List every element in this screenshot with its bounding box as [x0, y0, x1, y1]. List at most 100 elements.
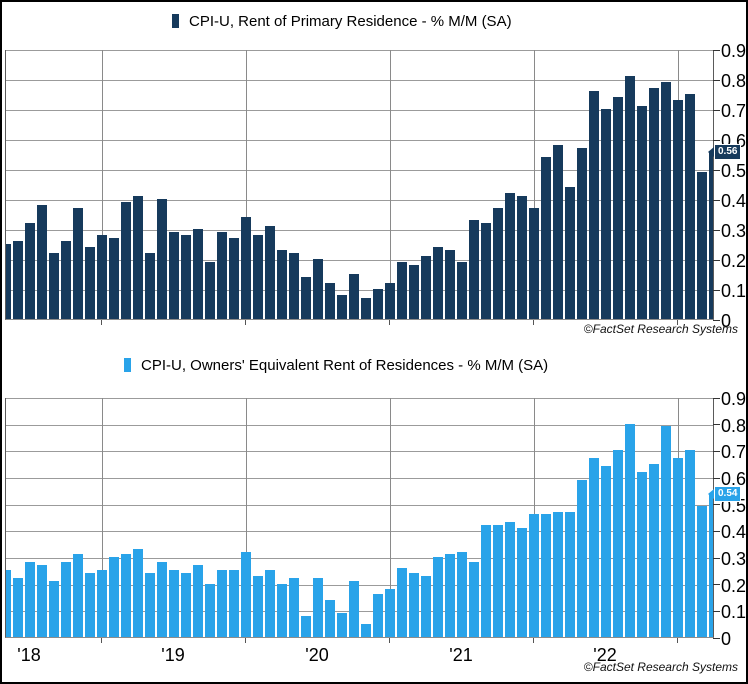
gridline [6, 504, 713, 506]
bar [601, 109, 611, 319]
bar [61, 562, 71, 637]
bar [157, 562, 167, 637]
year-tick-mark [245, 320, 246, 325]
y-tick-mark [713, 397, 720, 399]
gridline [6, 230, 713, 231]
bar [13, 578, 23, 637]
bar [121, 554, 131, 637]
year-tick-mark [101, 320, 102, 325]
bar [457, 262, 467, 319]
bar [529, 208, 539, 319]
bar [241, 551, 251, 637]
bar [25, 562, 35, 637]
bar [529, 514, 539, 637]
year-tick-mark [389, 638, 390, 643]
y-tick-mark [713, 139, 720, 141]
bar [109, 557, 119, 637]
bar [613, 450, 623, 637]
bar [541, 514, 551, 637]
bar [193, 229, 203, 319]
oer-chart-title: CPI-U, Owners' Equivalent Rent of Reside… [141, 357, 549, 374]
y-tick-mark [713, 319, 720, 321]
bar [289, 253, 299, 319]
gridline [6, 531, 713, 533]
y-tick-label: 0.3 [721, 221, 747, 241]
bar [397, 567, 407, 637]
bar [409, 573, 419, 637]
y-tick-mark [713, 584, 720, 586]
bar [625, 423, 635, 637]
bar [481, 223, 491, 319]
bar [373, 594, 383, 637]
bar [673, 458, 683, 637]
y-tick-mark [713, 229, 720, 231]
bar [49, 253, 59, 319]
bar [337, 613, 347, 637]
year-gridline [533, 50, 535, 319]
bar [97, 235, 107, 319]
gridline [6, 290, 713, 291]
bar [301, 615, 311, 637]
gridline [6, 398, 713, 399]
bar [421, 256, 431, 319]
rent-last-value-callout: 0.56 [714, 144, 742, 160]
gridline [6, 260, 713, 261]
bar [661, 426, 671, 637]
bar [205, 583, 215, 637]
bar [577, 479, 587, 637]
bar [73, 208, 83, 319]
bar [253, 235, 263, 319]
bar [361, 623, 371, 637]
bar [265, 226, 275, 319]
y-tick-mark [713, 557, 720, 559]
x-year-label: '20 [305, 645, 329, 665]
bar [637, 106, 647, 319]
bar [241, 217, 251, 319]
y-tick-mark [713, 610, 720, 612]
bar [589, 91, 599, 319]
bar [277, 583, 287, 637]
bar [325, 599, 335, 637]
bar [433, 247, 443, 319]
bar [145, 253, 155, 319]
bar [697, 172, 707, 319]
gridline [6, 424, 713, 426]
y-tick-label: 0.6 [721, 469, 747, 489]
y-tick-mark [713, 424, 720, 426]
y-tick-mark [713, 169, 720, 171]
bar [373, 289, 383, 319]
bar [301, 277, 311, 319]
y-tick-mark [713, 450, 720, 452]
oer-legend-swatch-icon [124, 358, 131, 372]
bar [85, 573, 95, 637]
y-tick-mark [713, 504, 720, 506]
bar [49, 581, 59, 637]
rent-copyright-label: ©FactSet Research Systems [583, 322, 738, 336]
y-tick-label: 0.7 [721, 101, 747, 121]
year-tick-mark [245, 638, 246, 643]
gridline [6, 611, 713, 613]
y-tick-mark [713, 49, 720, 51]
bar [289, 578, 299, 637]
oer-last-value-pointer-icon [708, 489, 714, 499]
bar [229, 238, 239, 319]
year-tick-mark [677, 320, 678, 325]
bar [277, 250, 287, 319]
y-tick-label: 0.2 [721, 251, 747, 271]
bar [709, 151, 713, 319]
year-gridline [389, 50, 391, 319]
bar [157, 199, 167, 319]
x-year-label: '19 [161, 645, 185, 665]
bar [349, 581, 359, 637]
bar [481, 525, 491, 637]
y-tick-label: 0.8 [721, 71, 747, 91]
bar [265, 570, 275, 637]
bar [649, 463, 659, 637]
bar [517, 196, 527, 319]
bar [217, 232, 227, 319]
y-tick-mark [713, 199, 720, 201]
bar [469, 220, 479, 319]
bar [61, 241, 71, 319]
bar [469, 562, 479, 637]
